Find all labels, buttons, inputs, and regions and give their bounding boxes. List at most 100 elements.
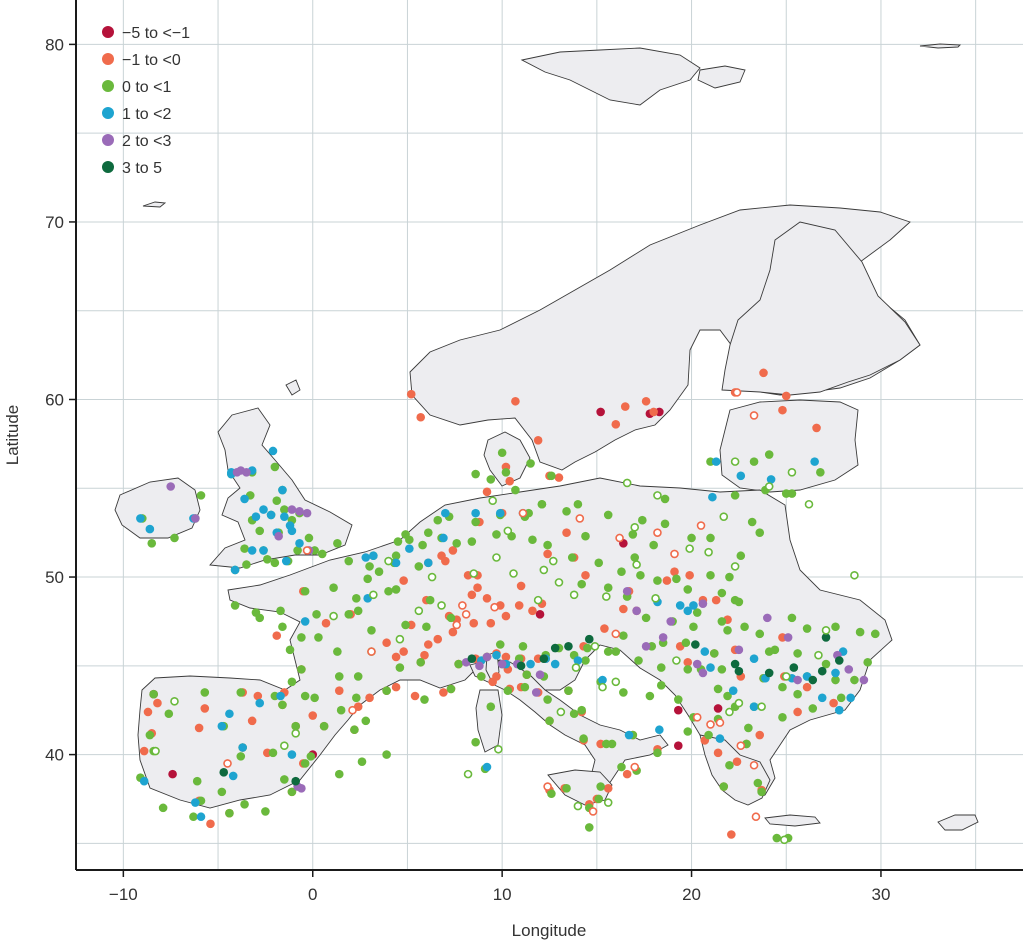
data-point — [526, 459, 535, 468]
data-point — [594, 558, 604, 568]
open-data-point — [736, 741, 746, 751]
open-data-point — [780, 835, 789, 845]
data-point — [448, 546, 458, 555]
data-point — [634, 656, 643, 665]
crete-landmass — [764, 814, 821, 827]
data-point — [236, 752, 246, 761]
data-point — [740, 622, 749, 632]
data-point — [423, 528, 433, 537]
data-point — [598, 675, 607, 685]
data-point — [645, 691, 655, 701]
legend-marker — [102, 107, 114, 119]
data-point — [730, 659, 740, 669]
data-point — [452, 539, 461, 548]
data-point — [691, 640, 700, 649]
data-point — [302, 508, 312, 518]
data-point — [147, 539, 157, 548]
data-point — [550, 643, 560, 653]
franz-josef-land — [919, 43, 962, 49]
data-point — [673, 741, 683, 751]
open-data-point — [719, 512, 729, 521]
data-point — [247, 716, 257, 726]
open-data-point — [367, 647, 376, 656]
data-point — [689, 622, 698, 632]
data-point — [391, 682, 401, 692]
data-point — [787, 489, 797, 498]
open-data-point — [651, 594, 660, 603]
data-point — [656, 681, 666, 690]
data-point — [416, 412, 426, 422]
data-point — [482, 487, 492, 497]
data-point — [259, 505, 268, 514]
data-point — [242, 467, 251, 477]
data-point — [217, 721, 227, 731]
data-point — [217, 787, 227, 797]
data-point — [584, 823, 594, 832]
data-point — [673, 695, 683, 704]
data-point — [399, 576, 408, 585]
open-data-point — [704, 547, 713, 557]
y-tick-label: 40 — [45, 746, 64, 765]
data-point — [194, 723, 204, 733]
open-data-point — [781, 672, 791, 681]
data-point — [261, 807, 270, 816]
x-tick-label: 30 — [871, 885, 890, 904]
data-point — [573, 656, 583, 665]
data-point — [753, 778, 763, 788]
data-point — [755, 528, 765, 537]
data-point — [692, 659, 702, 669]
data-point — [321, 618, 331, 628]
data-point — [715, 734, 725, 743]
data-point — [596, 782, 605, 791]
data-point — [495, 640, 505, 649]
data-point — [240, 800, 249, 809]
open-data-point — [632, 560, 641, 569]
data-point — [255, 698, 265, 708]
data-point — [511, 485, 520, 495]
data-point — [439, 688, 448, 697]
data-point — [143, 707, 153, 717]
open-data-point — [490, 602, 499, 612]
data-point — [850, 675, 859, 685]
data-point — [295, 539, 304, 548]
data-point — [600, 624, 609, 633]
data-point — [554, 473, 564, 482]
data-point — [310, 693, 319, 703]
data-point — [471, 469, 480, 479]
open-data-point — [615, 533, 624, 543]
data-point — [562, 784, 571, 793]
data-point — [482, 594, 492, 603]
data-point — [276, 606, 285, 616]
data-point — [395, 663, 405, 672]
open-data-point — [730, 562, 740, 571]
data-point — [145, 730, 155, 740]
data-point — [535, 610, 545, 619]
data-point — [706, 533, 715, 543]
data-point — [287, 505, 297, 514]
data-point — [713, 704, 723, 713]
data-point — [297, 633, 306, 642]
open-data-point — [302, 546, 312, 555]
data-point — [312, 610, 321, 619]
open-data-point — [590, 641, 600, 651]
data-point — [543, 549, 552, 559]
data-point — [713, 684, 723, 694]
data-point — [300, 586, 310, 596]
data-point — [270, 558, 280, 568]
data-point — [225, 709, 234, 719]
data-point — [149, 689, 158, 699]
data-point — [262, 554, 272, 564]
data-point — [401, 620, 410, 630]
data-point — [537, 499, 547, 509]
data-point — [732, 757, 742, 766]
data-point — [730, 491, 740, 500]
data-point — [655, 725, 664, 735]
data-point — [497, 659, 507, 669]
data-point — [725, 760, 734, 770]
data-point — [747, 517, 757, 527]
data-point — [725, 572, 734, 582]
data-point — [687, 533, 696, 543]
open-data-point — [427, 572, 437, 582]
data-point — [334, 672, 344, 681]
open-data-point — [437, 601, 446, 610]
